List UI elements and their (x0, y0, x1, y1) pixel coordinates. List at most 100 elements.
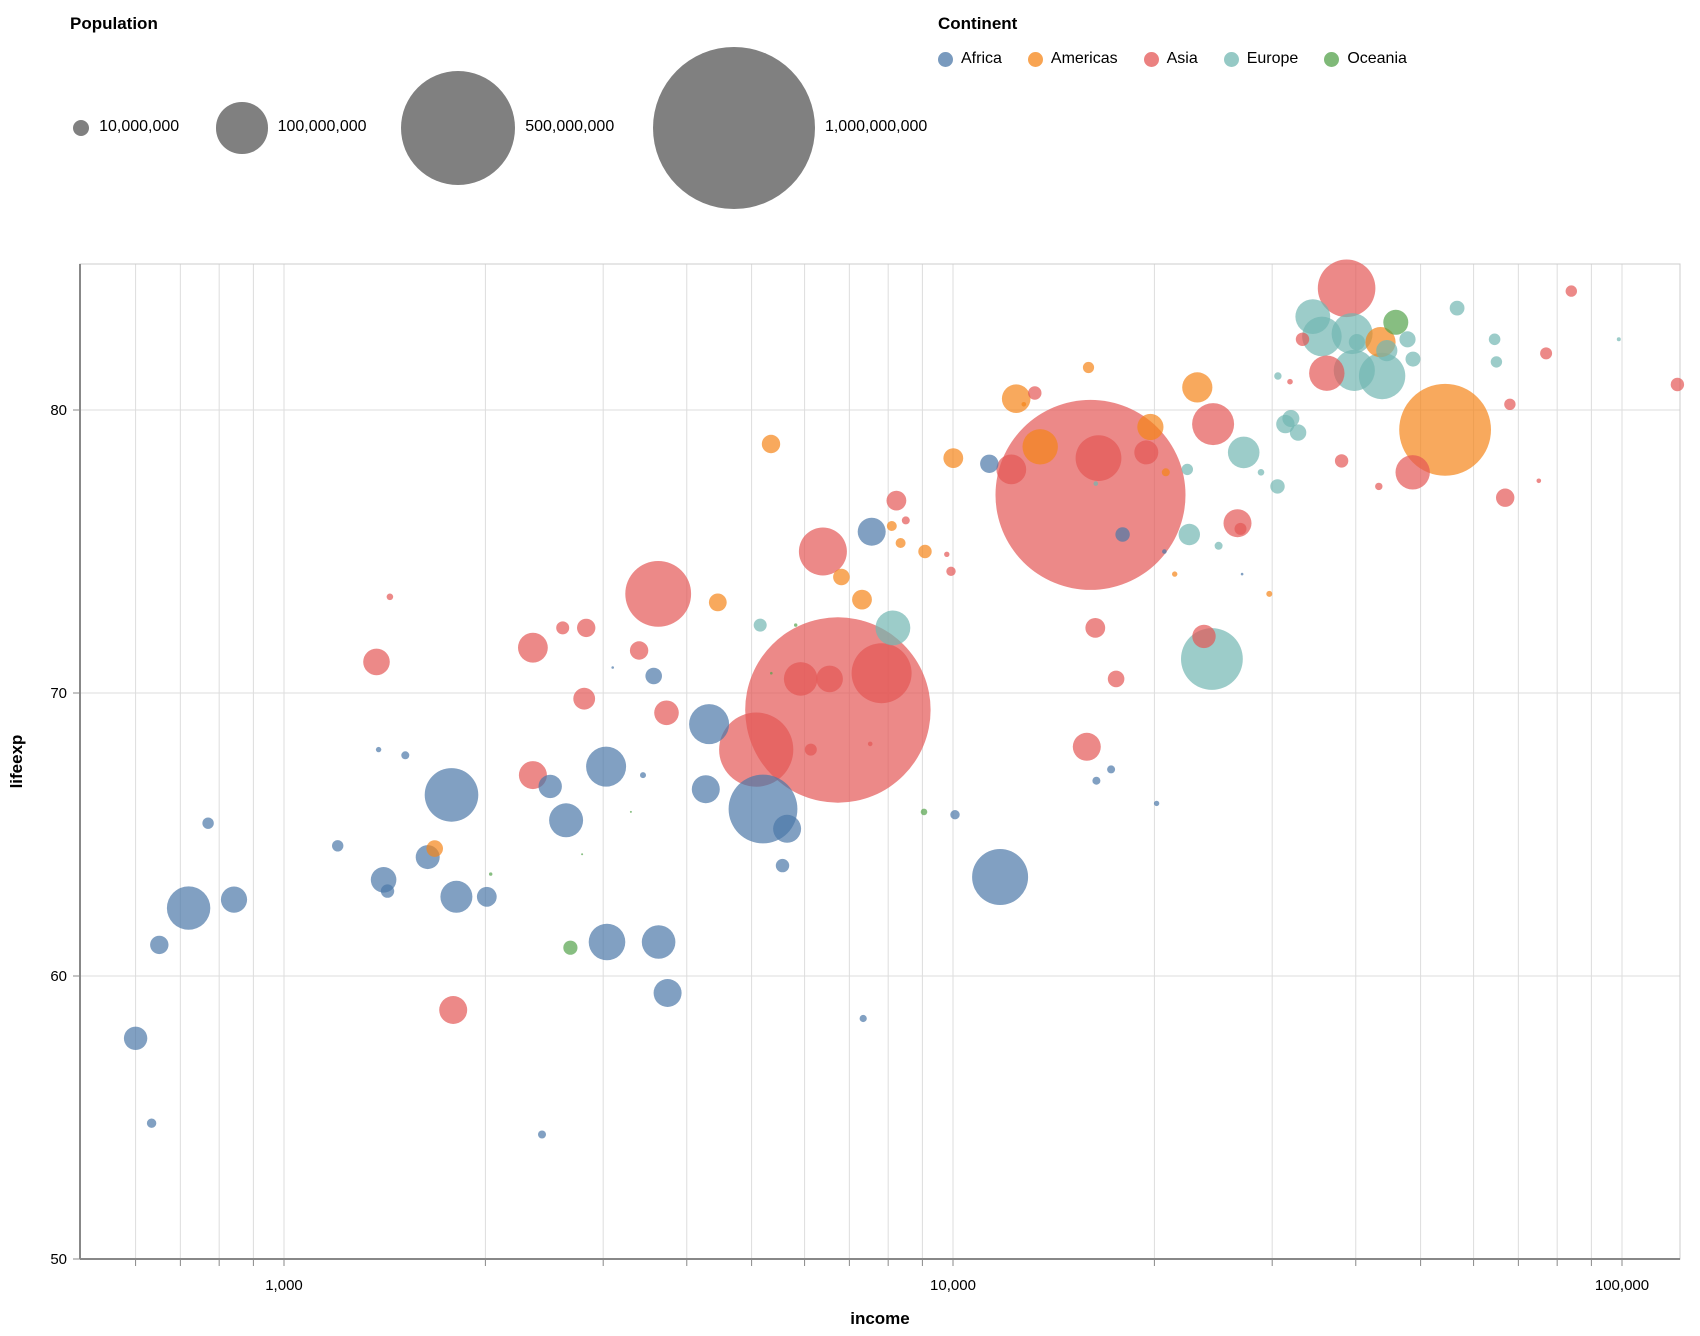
bubble[interactable] (689, 704, 730, 745)
bubble[interactable] (1496, 488, 1515, 507)
bubble[interactable] (1616, 337, 1621, 342)
bubble[interactable] (629, 810, 632, 813)
bubble[interactable] (972, 849, 1029, 905)
bubble[interactable] (1234, 522, 1247, 535)
bubble[interactable] (1001, 384, 1031, 414)
bubble[interactable] (857, 517, 886, 546)
bubble[interactable] (653, 979, 682, 1007)
bubble[interactable] (1536, 478, 1542, 484)
bubble[interactable] (1334, 454, 1349, 468)
bubble[interactable] (538, 774, 562, 799)
bubble[interactable] (1093, 481, 1099, 486)
bubble[interactable] (1375, 482, 1383, 491)
bubble[interactable] (1333, 349, 1375, 391)
bubble[interactable] (901, 516, 910, 525)
bubble[interactable] (1022, 429, 1058, 465)
bubble[interactable] (654, 700, 679, 726)
bubble[interactable] (867, 741, 873, 747)
bubble[interactable] (645, 667, 662, 685)
bubble[interactable] (641, 925, 676, 959)
bubble[interactable] (1075, 435, 1122, 481)
bubble[interactable] (886, 521, 897, 531)
bubble[interactable] (859, 1014, 867, 1023)
bubble[interactable] (424, 768, 479, 822)
bubble[interactable] (588, 923, 626, 961)
bubble[interactable] (1449, 300, 1465, 316)
bubble[interactable] (1295, 299, 1331, 334)
bubble[interactable] (775, 858, 790, 873)
bubble[interactable] (816, 665, 843, 693)
bubble[interactable] (426, 840, 444, 857)
bubble[interactable] (1504, 398, 1516, 410)
bubble[interactable] (1028, 386, 1042, 400)
bubble[interactable] (1227, 436, 1260, 469)
bubble[interactable] (380, 884, 395, 898)
bubble[interactable] (476, 886, 497, 907)
bubble[interactable] (563, 940, 578, 955)
bubble[interactable] (1274, 372, 1282, 380)
bubble[interactable] (1092, 776, 1101, 785)
bubble[interactable] (852, 589, 872, 610)
bubble[interactable] (202, 817, 214, 829)
bubble[interactable] (943, 448, 964, 468)
bubble[interactable] (1182, 372, 1213, 403)
bubble[interactable] (375, 746, 382, 753)
bubble[interactable] (1192, 403, 1235, 446)
bubble[interactable] (640, 772, 646, 779)
bubble[interactable] (773, 814, 802, 843)
bubble[interactable] (944, 551, 950, 557)
bubble[interactable] (980, 454, 999, 473)
bubble[interactable] (1565, 285, 1578, 297)
bubble[interactable] (1490, 356, 1503, 368)
bubble[interactable] (1399, 331, 1416, 348)
bubble[interactable] (1072, 732, 1101, 761)
bubble[interactable] (1181, 463, 1194, 476)
bubble[interactable] (549, 803, 584, 838)
bubble[interactable] (1161, 468, 1170, 477)
bubble[interactable] (1670, 377, 1685, 392)
bubble[interactable] (1282, 410, 1300, 427)
bubble[interactable] (1085, 618, 1106, 638)
bubble[interactable] (1376, 340, 1398, 362)
bubble[interactable] (719, 712, 794, 787)
bubble[interactable] (1399, 383, 1491, 476)
bubble[interactable] (1287, 378, 1293, 385)
bubble[interactable] (886, 490, 907, 511)
bubble[interactable] (798, 527, 847, 576)
bubble[interactable] (1257, 469, 1265, 476)
bubble[interactable] (1137, 413, 1164, 441)
bubble[interactable] (1348, 334, 1365, 351)
bubble[interactable] (1405, 351, 1421, 367)
bubble[interactable] (150, 935, 169, 955)
bubble[interactable] (1172, 571, 1178, 577)
bubble[interactable] (1240, 572, 1244, 576)
bubble[interactable] (1395, 455, 1430, 490)
bubble[interactable] (1317, 259, 1376, 318)
bubble[interactable] (946, 566, 956, 576)
bubble[interactable] (851, 643, 912, 704)
bubble[interactable] (586, 746, 627, 787)
bubble[interactable] (581, 853, 584, 856)
bubble[interactable] (1266, 590, 1273, 597)
bubble[interactable] (577, 618, 596, 638)
bubble[interactable] (1192, 624, 1216, 649)
bubble[interactable] (1115, 527, 1130, 542)
bubble[interactable] (691, 775, 720, 804)
bubble[interactable] (1107, 765, 1116, 774)
bubble[interactable] (895, 538, 906, 548)
bubble[interactable] (1270, 479, 1285, 494)
bubble[interactable] (1178, 523, 1201, 546)
bubble[interactable] (1021, 402, 1027, 407)
bubble[interactable] (363, 648, 390, 676)
bubble[interactable] (1488, 333, 1501, 346)
bubble[interactable] (1289, 424, 1307, 441)
bubble[interactable] (804, 743, 817, 756)
bubble[interactable] (1214, 541, 1223, 550)
bubble[interactable] (386, 593, 394, 601)
bubble[interactable] (573, 687, 596, 710)
bubble[interactable] (753, 618, 767, 632)
bubble[interactable] (1162, 549, 1167, 554)
bubble[interactable] (538, 1130, 546, 1139)
bubble[interactable] (1295, 332, 1310, 346)
bubble[interactable] (794, 623, 798, 627)
